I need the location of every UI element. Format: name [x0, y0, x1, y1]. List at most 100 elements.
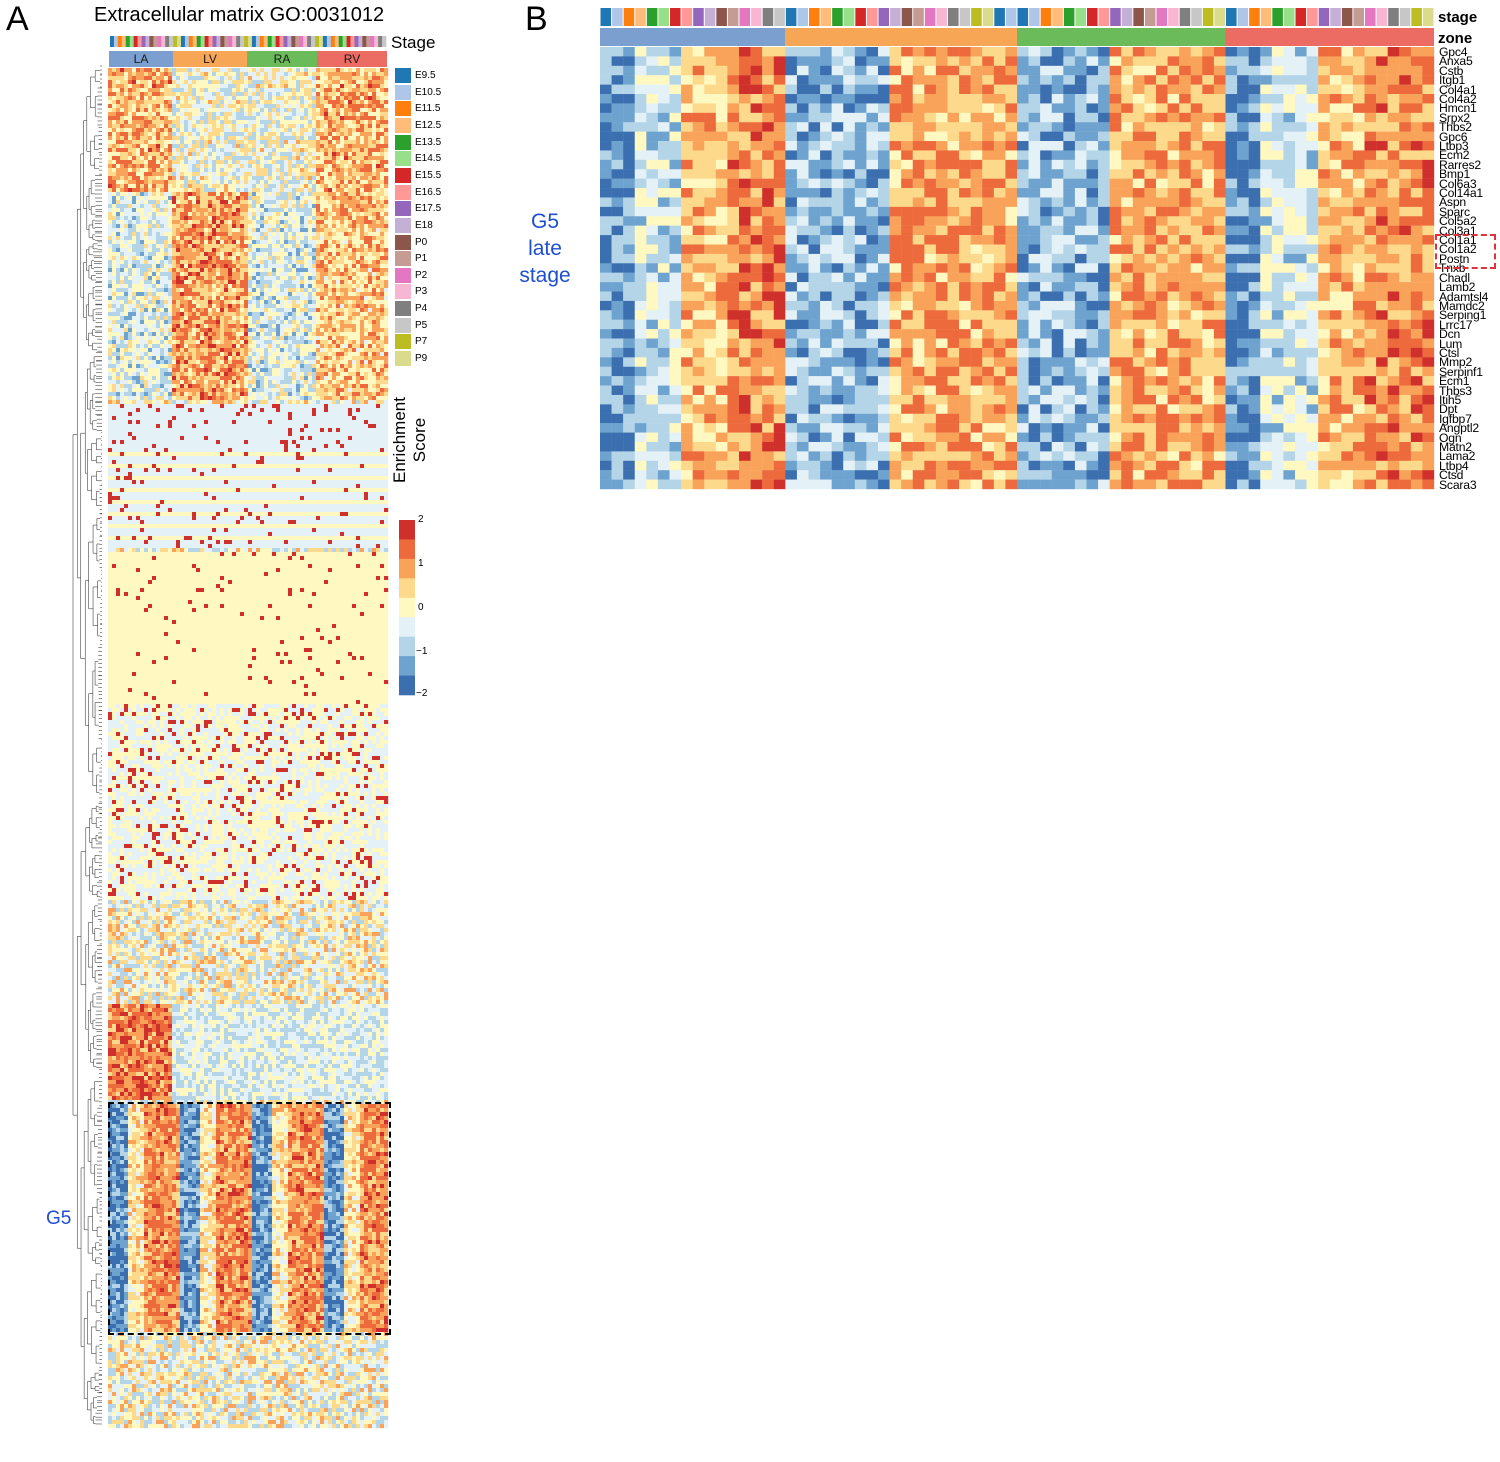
heatmap-a-cell — [112, 116, 116, 120]
heatmap-a-cell — [368, 96, 372, 100]
heatmap-a-cell — [276, 292, 280, 296]
heatmap-a-cell — [232, 280, 236, 284]
heatmap-a-cell — [140, 208, 144, 212]
heatmap-a-cell — [188, 112, 192, 116]
heatmap-a-cell — [128, 248, 132, 252]
heatmap-a-cell — [380, 104, 384, 108]
heatmap-a-cell — [188, 280, 192, 284]
heatmap-a-cell — [108, 272, 112, 276]
heatmap-a-cell — [320, 112, 324, 116]
heatmap-a-cell — [152, 300, 156, 304]
heatmap-a-cell — [260, 280, 264, 284]
heatmap-a-cell — [240, 96, 244, 100]
heatmap-a-cell — [212, 224, 216, 228]
heatmap-a-cell — [188, 136, 192, 140]
heatmap-a-cell — [340, 236, 344, 240]
stage-strip-cell — [169, 36, 173, 47]
heatmap-a-cell — [264, 100, 268, 104]
heatmap-a-cell — [300, 260, 304, 264]
heatmap-a-cell — [272, 176, 276, 180]
heatmap-a-cell — [188, 288, 192, 292]
stage-strip-cell — [153, 36, 157, 47]
heatmap-a-cell — [188, 72, 192, 76]
heatmap-a-cell — [280, 216, 284, 220]
heatmap-a-cell — [228, 288, 232, 292]
heatmap-a-cell — [172, 76, 176, 80]
heatmap-a-cell — [304, 204, 308, 208]
heatmap-a-cell — [160, 148, 164, 152]
heatmap-a-cell — [244, 204, 248, 208]
heatmap-a-cell — [204, 96, 208, 100]
heatmap-a-cell — [260, 100, 264, 104]
heatmap-a-cell — [292, 260, 296, 264]
heatmap-a-cell — [272, 80, 276, 84]
heatmap-a-cell — [276, 268, 280, 272]
heatmap-a-cell — [356, 296, 360, 300]
heatmap-a-cell — [248, 280, 252, 284]
heatmap-a-cell — [220, 240, 224, 244]
heatmap-a-cell — [252, 212, 256, 216]
heatmap-a-cell — [228, 144, 232, 148]
heatmap-a-cell — [208, 120, 212, 124]
heatmap-a-cell — [376, 204, 380, 208]
heatmap-a-cell — [336, 88, 340, 92]
heatmap-a-cell — [384, 72, 388, 76]
heatmap-a-cell — [368, 156, 372, 160]
heatmap-a-cell — [324, 208, 328, 212]
heatmap-a-cell — [228, 188, 232, 192]
heatmap-a-cell — [248, 100, 252, 104]
heatmap-a-cell — [152, 208, 156, 212]
heatmap-a-cell — [172, 220, 176, 224]
heatmap-a-cell — [372, 120, 376, 124]
heatmap-a-cell — [256, 212, 260, 216]
heatmap-a-cell — [164, 68, 168, 72]
heatmap-a-cell — [260, 120, 264, 124]
heatmap-a-cell — [260, 256, 264, 260]
heatmap-a-cell — [108, 100, 112, 104]
heatmap-a-cell — [348, 196, 352, 200]
heatmap-a-cell — [184, 116, 188, 120]
heatmap-a-cell — [200, 148, 204, 152]
heatmap-a-cell — [116, 304, 120, 308]
heatmap-a-cell — [152, 188, 156, 192]
heatmap-a-cell — [124, 276, 128, 280]
heatmap-a-cell — [224, 272, 228, 276]
heatmap-a-cell — [132, 192, 136, 196]
heatmap-a-cell — [356, 84, 360, 88]
heatmap-a-cell — [172, 128, 176, 132]
heatmap-a-cell — [112, 248, 116, 252]
heatmap-a-cell — [296, 196, 300, 200]
heatmap-a-cell — [336, 268, 340, 272]
heatmap-a-cell — [180, 88, 184, 92]
heatmap-a-cell — [300, 284, 304, 288]
heatmap-a-cell — [220, 124, 224, 128]
heatmap-a-cell — [248, 68, 252, 72]
heatmap-a-cell — [192, 140, 196, 144]
heatmap-a-cell — [136, 92, 140, 96]
heatmap-a-cell — [128, 220, 132, 224]
heatmap-a-cell — [176, 112, 180, 116]
heatmap-a-cell — [224, 192, 228, 196]
heatmap-a-cell — [320, 80, 324, 84]
heatmap-a-cell — [212, 116, 216, 120]
heatmap-a-cell — [212, 84, 216, 88]
heatmap-a-cell — [200, 224, 204, 228]
heatmap-a-cell — [308, 288, 312, 292]
heatmap-a-cell — [296, 252, 300, 256]
heatmap-a-cell — [152, 108, 156, 112]
heatmap-a-cell — [176, 300, 180, 304]
heatmap-a-cell — [252, 244, 256, 248]
heatmap-a-cell — [124, 232, 128, 236]
heatmap-a-cell — [340, 68, 344, 72]
heatmap-a-cell — [120, 288, 124, 292]
heatmap-a-cell — [264, 72, 268, 76]
heatmap-a-cell — [288, 252, 292, 256]
heatmap-a-cell — [256, 188, 260, 192]
heatmap-a-cell — [288, 212, 292, 216]
heatmap-a-cell — [268, 168, 272, 172]
heatmap-a-cell — [268, 188, 272, 192]
heatmap-a-cell — [332, 100, 336, 104]
heatmap-a-cell — [128, 276, 132, 280]
heatmap-a-cell — [188, 188, 192, 192]
heatmap-a-cell — [208, 80, 212, 84]
